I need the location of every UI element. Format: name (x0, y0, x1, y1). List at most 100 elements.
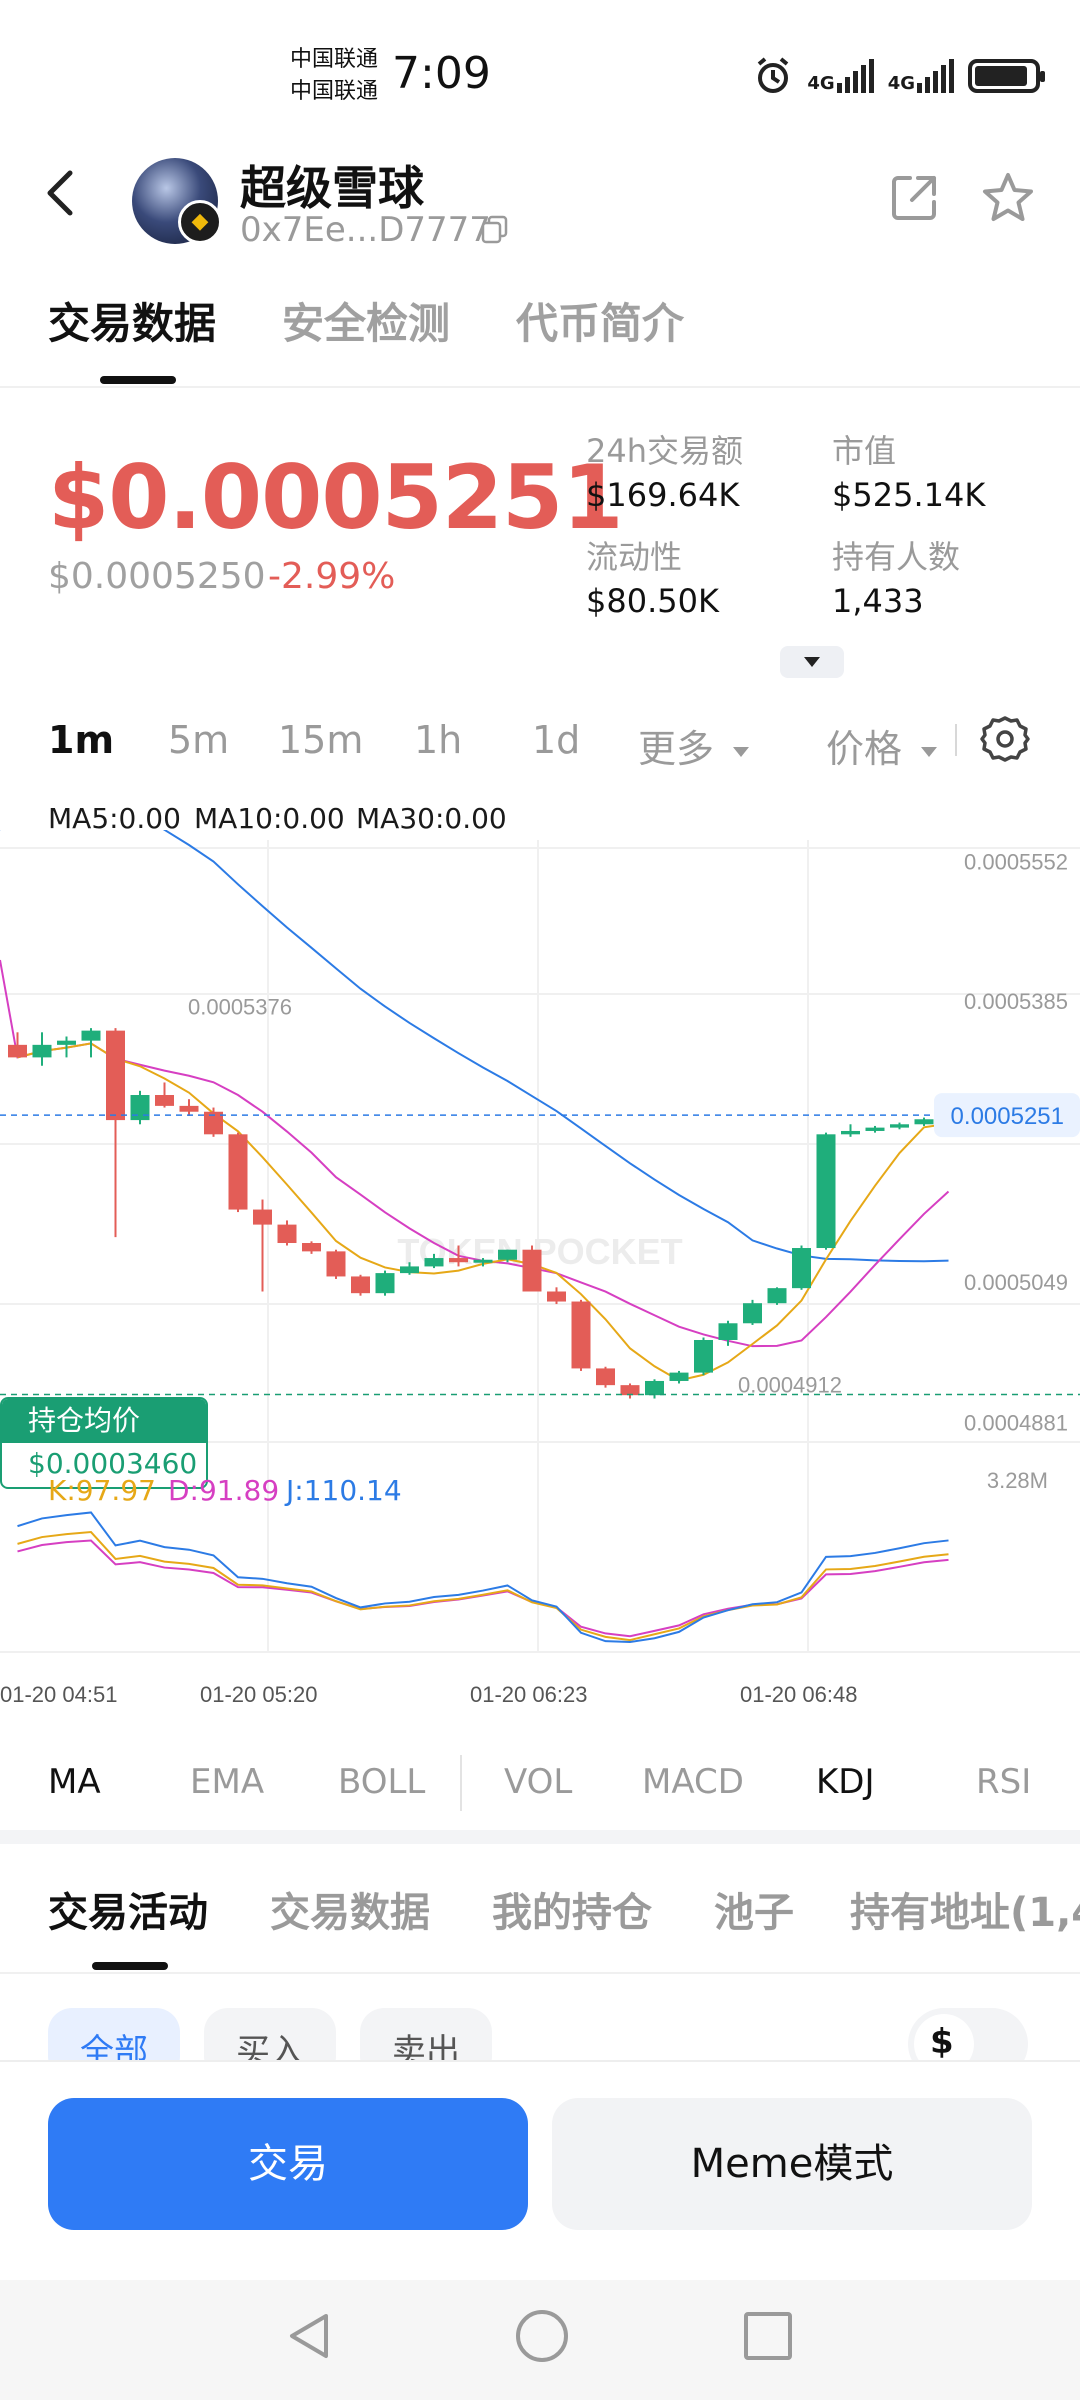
gear-icon[interactable] (980, 714, 1030, 764)
candle-body (400, 1266, 419, 1274)
tab-trade-activity[interactable]: 交易活动 (48, 1890, 208, 1936)
low-marker: 0.0004912 (738, 1373, 842, 1398)
expand-stats-button[interactable] (780, 646, 844, 678)
star-icon[interactable] (980, 170, 1036, 226)
candle-body (130, 1095, 150, 1121)
candle-body (547, 1291, 566, 1302)
divider (0, 386, 1080, 388)
more-timeframes-dropdown[interactable]: 更多 (638, 718, 750, 773)
price-chart[interactable]: TOKEN POCKET 0.00052510.00053760.0004912… (0, 830, 1080, 1730)
y-axis-label: 0.0005552 (964, 849, 1068, 874)
indicator-vol[interactable]: VOL (504, 1762, 573, 1802)
ma10-legend: MA10:0.00 (194, 802, 345, 835)
token-address: 0x7Ee...D7777 (240, 210, 491, 250)
trade-button[interactable]: 交易 (48, 2098, 528, 2230)
battery-icon (968, 59, 1045, 93)
candle-body (449, 1258, 468, 1263)
candles (8, 1028, 958, 1399)
y-axis-labels: 0.0005552 0.0005385 0.0005049 0.0004881 3.28… (964, 849, 1068, 1493)
candle-body (596, 1368, 615, 1386)
candle-body (155, 1095, 174, 1106)
tab-my-holdings[interactable]: 我的持仓 (492, 1890, 652, 1936)
candle-body (571, 1301, 591, 1369)
tab-holder-addresses[interactable]: 持有地址(1,4 (850, 1890, 1080, 1936)
avg-cost-tag: 持仓均价 $0.0003460 (0, 1397, 208, 1489)
high-marker: 0.0005376 (188, 995, 292, 1020)
kdj-panel (17, 1511, 949, 1644)
candle-body (277, 1224, 297, 1244)
nav-back-icon[interactable] (282, 2308, 338, 2364)
price-toggle-dropdown[interactable]: 价格 (826, 718, 938, 773)
ma10-line (0, 959, 950, 1348)
candle-body (841, 1130, 860, 1135)
tab-underline (100, 376, 176, 384)
kdj-d-legend: D:91.89 (168, 1474, 280, 1507)
candle-body (792, 1248, 811, 1289)
share-icon[interactable] (888, 172, 940, 224)
tab-trade-data[interactable]: 交易数据 (270, 1890, 430, 1936)
timeframe-1h[interactable]: 1h (414, 718, 463, 762)
network-type-2: 4G (887, 73, 915, 94)
candle-body (8, 1044, 27, 1058)
carrier-label-2: 中国联通 (290, 79, 379, 104)
indicator-ma[interactable]: MA (48, 1762, 101, 1802)
indicator-macd[interactable]: MACD (642, 1762, 744, 1802)
timeframe-1d[interactable]: 1d (532, 718, 581, 762)
y-axis-label: 0.0005049 (964, 1270, 1068, 1295)
timeframe-5m[interactable]: 5m (168, 718, 230, 762)
tab-underline (92, 1962, 168, 1970)
tab-pools[interactable]: 池子 (714, 1890, 794, 1936)
indicator-kdj[interactable]: KDJ (816, 1762, 875, 1802)
copy-icon[interactable] (480, 214, 510, 244)
status-bar: 中国联通 中国联通 7:09 4G 4G (0, 0, 1080, 140)
candle-body (890, 1124, 909, 1128)
current-price-tag (934, 1093, 1080, 1138)
sub-price: $0.0005250 (48, 556, 266, 597)
candle-body (816, 1134, 836, 1249)
candle-body (620, 1385, 640, 1396)
indicator-ema[interactable]: EMA (190, 1762, 265, 1802)
tab-trading-data[interactable]: 交易数据 (48, 299, 217, 348)
avg-cost-label: 持仓均价 (2, 1399, 206, 1443)
candle-body (204, 1111, 223, 1135)
candle-body (645, 1380, 664, 1396)
nav-recent-icon[interactable] (744, 2312, 792, 2360)
x-axis-label: 01-20 05:20 (200, 1682, 317, 1707)
timeframe-1m[interactable]: 1m (48, 718, 115, 762)
ma5-legend: MA5:0.00 (48, 802, 181, 835)
back-icon[interactable] (40, 165, 80, 233)
timeframe-15m[interactable]: 15m (278, 718, 364, 762)
more-label: 更多 (638, 727, 715, 771)
chart-grid (0, 840, 1080, 1653)
x-axis-label: 01-20 06:23 (470, 1682, 587, 1707)
holders-value: 1,433 (832, 582, 924, 620)
market-cap-value: $525.14K (832, 476, 986, 514)
chart-markers: 0.0005251 0.0005376 0.0004912 (0, 995, 1080, 1398)
nav-home-icon[interactable] (516, 2310, 568, 2362)
tab-token-intro[interactable]: 代币简介 (516, 299, 685, 348)
indicator-boll[interactable]: BOLL (338, 1762, 426, 1802)
volume-scale-label: 3.28M (987, 1468, 1048, 1493)
candle-body (326, 1251, 346, 1277)
indicator-rsi[interactable]: RSI (976, 1762, 1032, 1802)
current-price-label: 0.0005251 (951, 1103, 1064, 1130)
divider (0, 1972, 1080, 1974)
candle-body (81, 1030, 101, 1041)
network-type-1: 4G (807, 73, 835, 94)
candle-body (522, 1249, 542, 1292)
candle-body (32, 1044, 52, 1058)
meme-mode-button[interactable]: Meme模式 (552, 2098, 1032, 2230)
kdj-k-line (17, 1531, 949, 1642)
status-icons: 4G 4G (753, 56, 1045, 96)
candle-body (498, 1249, 517, 1260)
volume-24h-value: $169.64K (586, 476, 740, 514)
candle-body (694, 1339, 713, 1373)
caret-down-icon (921, 746, 938, 757)
market-cap-label: 市值 (832, 432, 897, 470)
tab-security-check[interactable]: 安全检测 (282, 299, 451, 348)
candle-body (351, 1276, 370, 1294)
avg-cost-value: $0.0003460 (28, 1447, 198, 1480)
liquidity-label: 流动性 (586, 538, 683, 576)
price-toggle-label: 价格 (826, 727, 903, 771)
candle-body (767, 1288, 787, 1304)
